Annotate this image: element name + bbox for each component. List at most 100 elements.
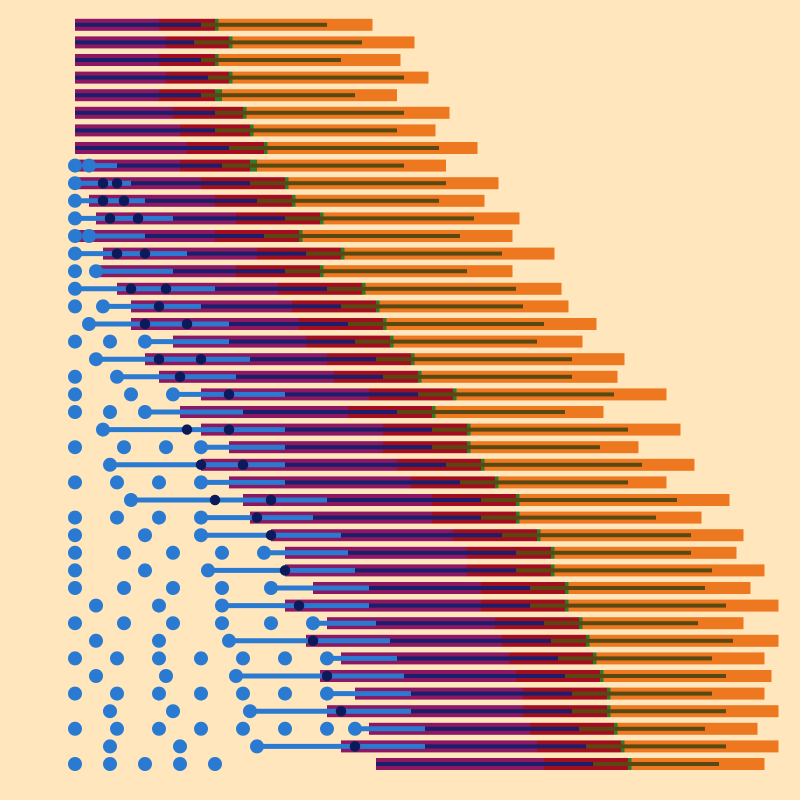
thin-bar-seg [75,40,194,44]
inner-dot [350,741,361,752]
marker-dot [215,546,229,560]
thin-bar-seg [593,762,719,766]
marker-dot [82,159,96,173]
marker-dot [68,757,82,771]
marker-dot [103,335,117,349]
inner-dot [119,196,130,207]
thin-bar-seg [222,164,404,168]
inner-dot [238,460,249,471]
marker-dot [82,229,96,243]
marker-dot [68,282,82,296]
thin-bar-seg [257,199,439,203]
thin-bar-seg [229,146,439,150]
marker-dot [68,335,82,349]
marker-dot [173,739,187,753]
inner-dot [175,372,186,383]
marker-dot [320,651,334,665]
thin-bar-seg [481,516,656,520]
marker-dot [103,739,117,753]
thin-bar-seg [572,692,712,696]
thin-bar-seg [530,604,726,608]
inner-dot [266,495,277,506]
marker-dot [194,687,208,701]
marker-dot [68,511,82,525]
marker-dot [166,581,180,595]
marker-dot [152,511,166,525]
marker-dot [110,722,124,736]
marker-dot [68,405,82,419]
marker-dot [103,704,117,718]
layered-bar-chart [0,0,800,800]
marker-dot [194,528,208,542]
marker-dot [215,581,229,595]
marker-dot [138,405,152,419]
marker-dot [229,669,243,683]
marker-dot [257,546,271,560]
marker-dot [166,546,180,560]
marker-dot [89,264,103,278]
thin-bar-seg [75,93,201,97]
thin-bar-seg [327,287,516,291]
inner-dot [112,178,123,189]
marker-dot [68,370,82,384]
marker-dot [278,687,292,701]
inner-dot [280,565,291,576]
thin-bar-seg [565,674,726,678]
inner-dot [196,354,207,365]
thin-bar-seg [481,498,677,502]
inner-dot [224,424,235,435]
inner-dot [112,248,123,259]
inner-dot [252,512,263,523]
thin-bar-seg [558,656,712,660]
marker-dot [68,651,82,665]
marker-dot [117,616,131,630]
marker-dot [89,599,103,613]
marker-dot [138,335,152,349]
marker-dot [320,687,334,701]
marker-dot [68,387,82,401]
marker-dot [152,651,166,665]
marker-dot [68,475,82,489]
thin-bar-seg [306,252,502,256]
thin-bar-seg [355,340,537,344]
marker-dot [159,669,173,683]
marker-dot [194,440,208,454]
marker-dot [124,493,138,507]
marker-dot [348,722,362,736]
marker-dot [152,634,166,648]
inner-dot [140,248,151,259]
thin-bar-seg [383,375,572,379]
thin-bar-seg [75,146,229,150]
marker-dot [215,599,229,613]
marker-dot [68,722,82,736]
thin-bar-seg [75,58,201,62]
inner-dot [196,460,207,471]
marker-dot [68,194,82,208]
thin-bar-seg [348,322,544,326]
marker-dot [306,616,320,630]
marker-dot [166,704,180,718]
thin-bar-seg [516,568,712,572]
thin-bar-seg [418,392,614,396]
thin-bar-seg [285,216,474,220]
marker-dot [236,722,250,736]
marker-dot [166,616,180,630]
inner-dot [210,495,221,506]
inner-dot [98,196,109,207]
thin-bar-seg [544,621,698,625]
marker-dot [152,722,166,736]
thin-bar-seg [201,23,327,27]
marker-dot [110,370,124,384]
marker-dot [117,546,131,560]
marker-dot [117,440,131,454]
marker-dot [173,757,187,771]
marker-dot [222,634,236,648]
thin-bar-seg [516,551,691,555]
thin-bar-seg [215,111,404,115]
marker-dot [159,440,173,454]
marker-dot [152,599,166,613]
marker-dot [68,563,82,577]
inner-dot [98,178,109,189]
thin-bar-seg [75,23,201,27]
inner-dot [182,319,193,330]
